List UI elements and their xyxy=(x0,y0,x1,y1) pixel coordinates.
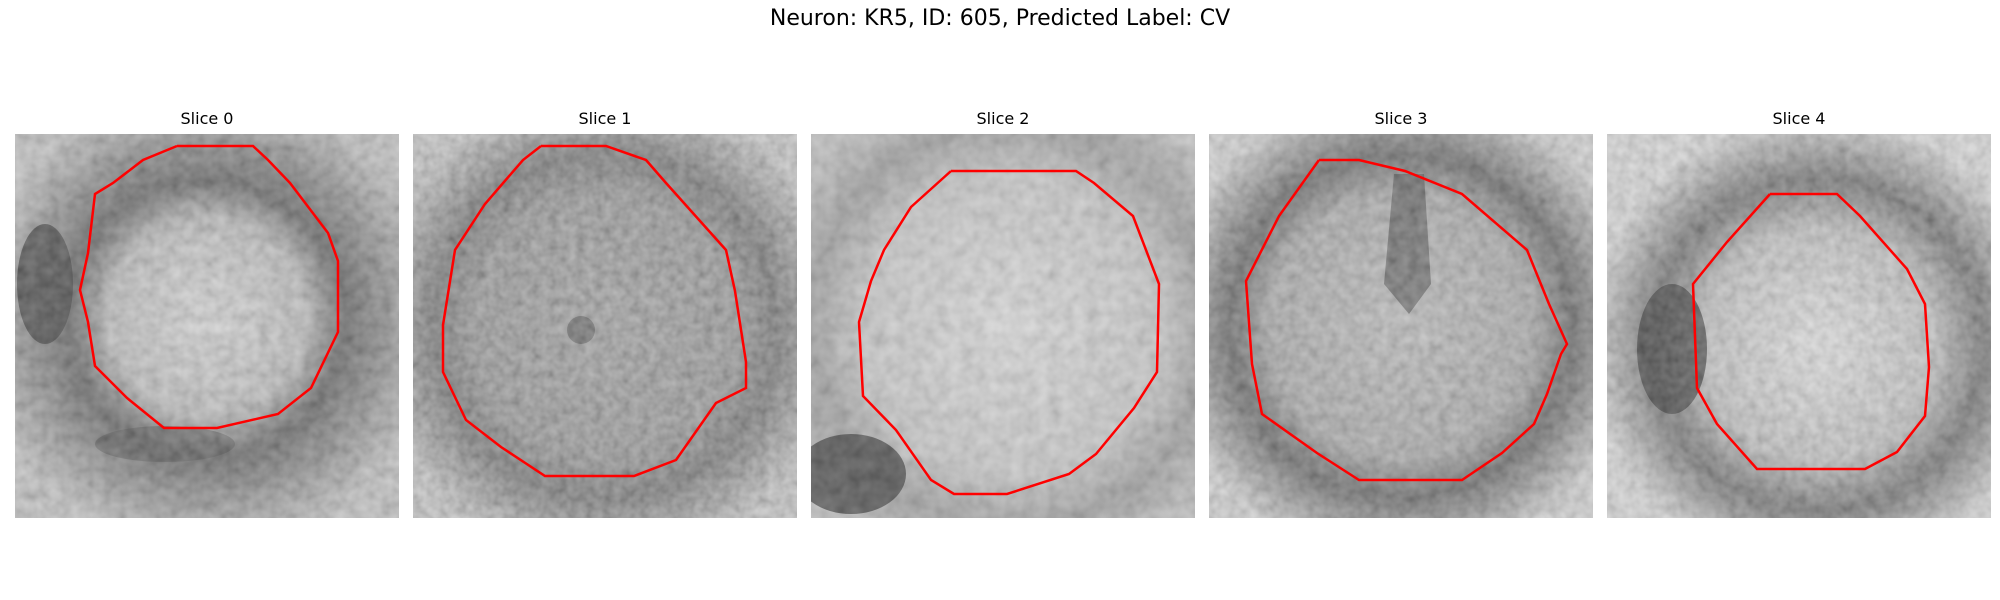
contour-line xyxy=(857,169,1161,496)
slice-image xyxy=(413,134,797,518)
slice-panel-1: Slice 1 xyxy=(413,108,797,518)
slice-title: Slice 2 xyxy=(976,109,1030,128)
slice-image xyxy=(811,134,1195,518)
contour-line xyxy=(1244,158,1569,482)
slice-panel-2: Slice 2 xyxy=(811,108,1195,518)
slice-image xyxy=(1209,134,1593,518)
slice-title: Slice 1 xyxy=(578,109,632,128)
slice-panel-0: Slice 0 xyxy=(15,108,399,518)
slice-panel-3: Slice 3 xyxy=(1209,108,1593,518)
slice-title: Slice 0 xyxy=(180,109,234,128)
slice-image xyxy=(1607,134,1991,518)
slice-image xyxy=(15,134,399,518)
contour-line xyxy=(78,144,340,430)
contour-line xyxy=(441,144,748,478)
slice-title: Slice 4 xyxy=(1772,109,1826,128)
contour-line xyxy=(1691,192,1931,471)
figure-title: Neuron: KR5, ID: 605, Predicted Label: C… xyxy=(769,6,1231,31)
slice-title: Slice 3 xyxy=(1374,109,1428,128)
slice-panel-4: Slice 4 xyxy=(1607,108,1991,518)
